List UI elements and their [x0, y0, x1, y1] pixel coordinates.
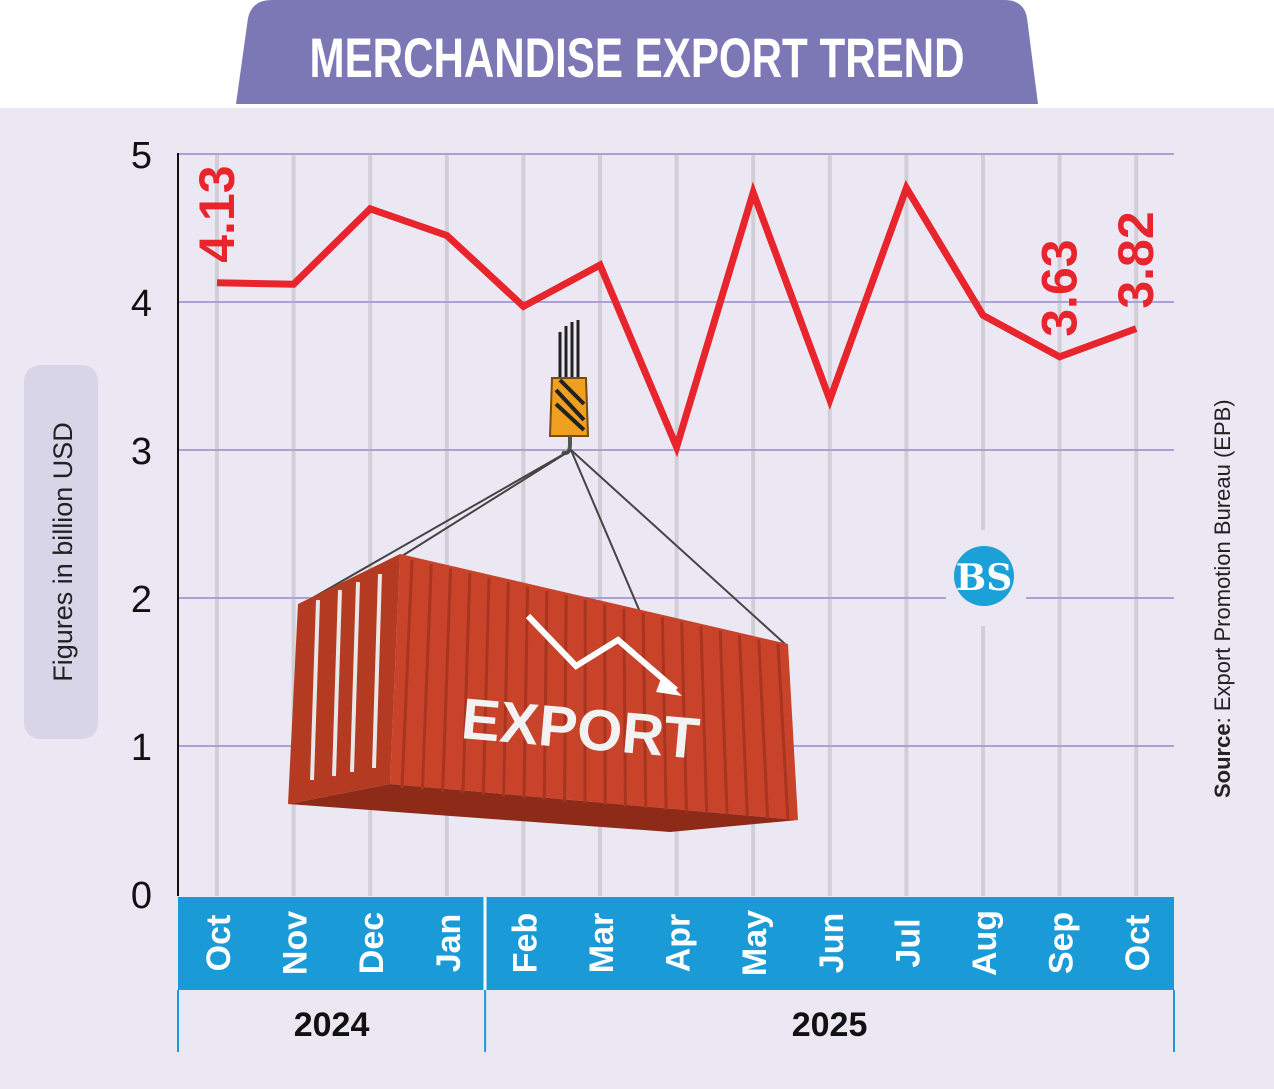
x-axis-band [178, 897, 1174, 990]
container-bottom [288, 784, 798, 832]
container-rib [563, 595, 568, 802]
data-label: 4.13 [189, 165, 245, 262]
container-rib [583, 599, 587, 804]
container-rib [461, 573, 472, 794]
container-rib [420, 564, 433, 790]
container-door-bars [310, 573, 382, 781]
year-labels: 2024 2025 [177, 990, 1175, 1052]
y-axis-label: Figures in billion USD [48, 422, 78, 682]
x-tick-label: Apr [660, 914, 698, 973]
source-text: : Export Promotion Bureau (EPB) [1210, 399, 1235, 723]
container-rib [641, 613, 648, 809]
y-tick-label: 3 [131, 431, 152, 473]
x-tick-label: Mar [583, 913, 621, 973]
data-label: 3.63 [1032, 239, 1088, 336]
title-banner [236, 0, 1038, 104]
y-tick-label: 1 [131, 727, 152, 769]
container-rib [542, 590, 549, 800]
crane-cables [558, 320, 580, 380]
container-rib [441, 568, 453, 792]
year-label: 2024 [294, 1006, 370, 1044]
x-tick-labels: Oct Nov Dec Jan Feb Mar Apr May Jun Jul Aug Sep Oct [200, 910, 1157, 976]
x-tick-label: Oct [200, 915, 238, 972]
series-line [216, 179, 1138, 458]
year-label: 2025 [792, 1006, 868, 1044]
container-rib [776, 643, 790, 821]
data-series [216, 179, 1138, 458]
container-rib [660, 617, 668, 810]
source-note: Source: Export Promotion Bureau (EPB) [1210, 399, 1235, 798]
crane-hook-icon [548, 377, 590, 455]
logo-letters: BS [956, 557, 1012, 599]
container-ribs [400, 559, 790, 821]
y-tick-label: 2 [131, 579, 152, 621]
x-tick-label: Jan [430, 914, 468, 973]
container-rib [699, 626, 709, 814]
container-rib [400, 559, 414, 789]
logo-mark [954, 546, 1014, 606]
x-tick-label: Nov [277, 911, 315, 975]
source-label: Source [1210, 723, 1235, 798]
x-tick-label: Oct [1119, 915, 1157, 972]
x-tick-label: Jul [889, 918, 927, 967]
container-rib [603, 604, 607, 805]
container-rib [502, 582, 510, 797]
y-tick-label: 4 [131, 283, 152, 325]
x-tick-label: Dec [353, 912, 391, 974]
y-tick-labels: 0 1 2 3 4 5 [131, 135, 152, 917]
y-axis-label-box [24, 365, 98, 739]
x-tick-label: May [736, 910, 774, 976]
shipping-container-illustration: EXPORT [288, 320, 798, 832]
x-tick-label: Aug [966, 910, 1004, 976]
arrow-head-icon [656, 676, 682, 696]
container-rib [737, 635, 749, 817]
x-tick-label: Sep [1043, 912, 1081, 974]
x-tick-label: Feb [506, 913, 544, 973]
container-rib [757, 639, 770, 819]
container-rib [522, 586, 530, 799]
container-rib [718, 630, 729, 816]
down-trend-arrow-icon [525, 613, 678, 693]
logo: BS [946, 530, 1026, 626]
data-labels: 4.13 3.63 3.82 [189, 165, 1164, 336]
container-rib [481, 577, 491, 795]
container-slings [301, 449, 786, 645]
y-tick-label: 5 [131, 135, 152, 177]
data-label: 3.82 [1108, 211, 1164, 308]
container-side [390, 554, 798, 820]
container-rib [680, 621, 688, 812]
chart-title: MERCHANDISE EXPORT TREND [310, 26, 965, 89]
x-tick-label: Jun [813, 913, 851, 973]
y-tick-label: 0 [131, 875, 152, 917]
